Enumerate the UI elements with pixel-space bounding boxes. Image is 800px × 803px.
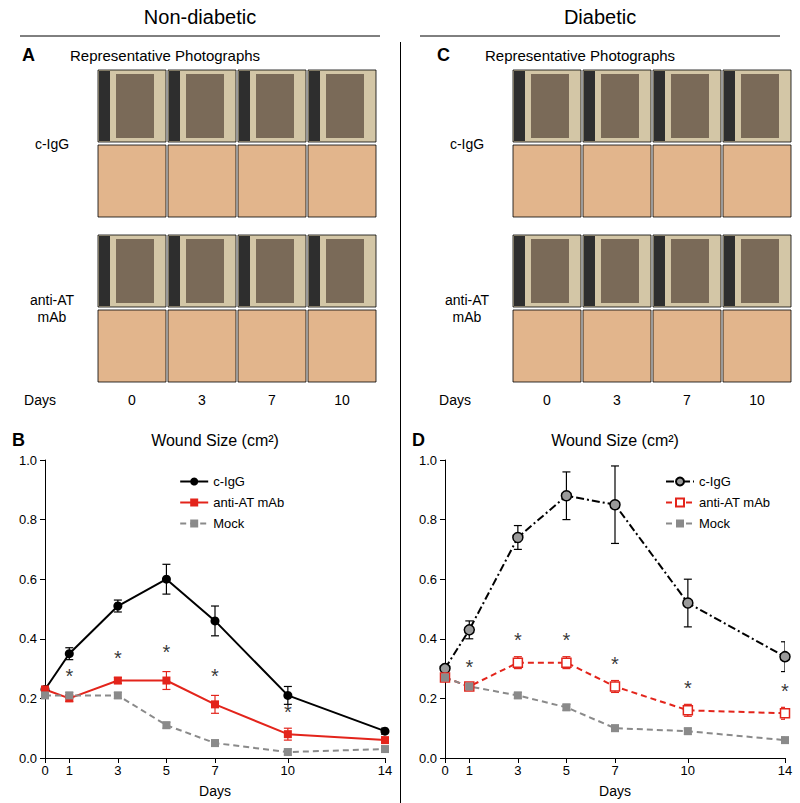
svg-text:10: 10 [334,392,350,408]
svg-text:Representative Photographs: Representative Photographs [485,47,675,64]
svg-text:0: 0 [128,392,136,408]
svg-text:anti-AT: anti-AT [30,292,75,308]
svg-text:5: 5 [563,763,570,778]
svg-text:0: 0 [543,392,551,408]
svg-text:14: 14 [378,763,392,778]
svg-text:3: 3 [613,392,621,408]
svg-text:*: * [114,647,122,669]
svg-text:*: * [684,677,692,699]
svg-text:0.0: 0.0 [419,751,437,766]
svg-text:1: 1 [466,763,473,778]
svg-text:7: 7 [611,763,618,778]
svg-text:0.2: 0.2 [19,691,37,706]
svg-text:3: 3 [198,392,206,408]
svg-text:c-IgG: c-IgG [35,136,69,152]
svg-text:Mock: Mock [699,516,731,531]
svg-text:7: 7 [268,392,276,408]
svg-text:Days: Days [199,783,231,799]
svg-text:*: * [65,665,73,687]
svg-text:Days: Days [24,392,56,408]
svg-text:0: 0 [441,763,448,778]
svg-text:10: 10 [749,392,765,408]
svg-text:*: * [611,653,619,675]
svg-text:*: * [563,629,571,651]
svg-text:Wound Size (cm²): Wound Size (cm²) [151,432,279,449]
svg-text:Diabetic: Diabetic [564,6,636,28]
svg-text:0.2: 0.2 [419,691,437,706]
svg-text:Days: Days [599,783,631,799]
svg-text:1.0: 1.0 [19,453,37,468]
svg-text:c-IgG: c-IgG [450,136,484,152]
svg-text:B: B [12,430,25,450]
svg-text:anti-AT mAb: anti-AT mAb [213,495,284,510]
svg-text:10: 10 [681,763,695,778]
svg-text:0.6: 0.6 [419,572,437,587]
svg-text:*: * [781,680,789,702]
svg-text:0.8: 0.8 [419,512,437,527]
svg-text:Days: Days [439,392,471,408]
svg-text:1.0: 1.0 [419,453,437,468]
svg-text:3: 3 [514,763,521,778]
svg-text:mAb: mAb [453,309,482,325]
svg-text:c-IgG: c-IgG [699,474,731,489]
svg-text:*: * [284,701,292,723]
svg-text:Representative Photographs: Representative Photographs [70,47,260,64]
svg-text:5: 5 [163,763,170,778]
svg-text:C: C [437,45,450,65]
svg-text:*: * [514,629,522,651]
svg-text:1: 1 [66,763,73,778]
svg-text:14: 14 [778,763,792,778]
svg-text:*: * [211,665,219,687]
svg-text:0.4: 0.4 [19,631,37,646]
svg-text:D: D [412,430,425,450]
svg-text:10: 10 [281,763,295,778]
svg-text:mAb: mAb [38,309,67,325]
svg-text:c-IgG: c-IgG [213,474,245,489]
svg-text:anti-AT: anti-AT [445,292,490,308]
svg-text:0.6: 0.6 [19,572,37,587]
svg-text:Non-diabetic: Non-diabetic [144,6,256,28]
svg-text:0.8: 0.8 [19,512,37,527]
svg-text:0.0: 0.0 [19,751,37,766]
svg-text:0.4: 0.4 [419,631,437,646]
svg-text:*: * [465,656,473,678]
svg-text:7: 7 [683,392,691,408]
svg-text:Wound Size (cm²): Wound Size (cm²) [551,432,679,449]
svg-text:*: * [163,641,171,663]
svg-text:7: 7 [211,763,218,778]
svg-text:Mock: Mock [213,516,245,531]
svg-text:3: 3 [114,763,121,778]
svg-text:A: A [22,45,35,65]
svg-text:0: 0 [41,763,48,778]
svg-text:anti-AT mAb: anti-AT mAb [699,495,770,510]
